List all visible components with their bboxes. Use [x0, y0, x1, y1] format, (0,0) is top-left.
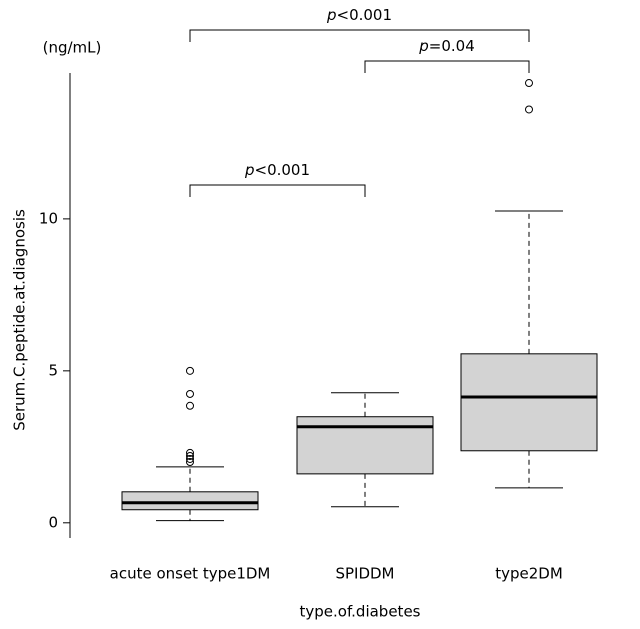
p-value-label: p=0.04 [418, 37, 475, 55]
bracket [189, 29, 530, 42]
outlier [525, 105, 533, 114]
x-tick-label: acute onset type1DM [110, 565, 271, 583]
outlier [186, 401, 194, 410]
y-tick-label: 5 [48, 361, 58, 379]
outlier [186, 451, 194, 460]
p-value-label: p<0.001 [244, 161, 310, 179]
outlier [186, 366, 194, 375]
x-tick-label: type2DM [495, 565, 563, 583]
outlier [186, 389, 194, 398]
outlier [186, 448, 194, 457]
bracket [364, 60, 530, 73]
box [460, 353, 598, 452]
outlier [186, 454, 194, 463]
unit-label: (ng/mL) [43, 39, 102, 57]
bracket [189, 184, 366, 197]
x-tick-label: SPIDDM [335, 565, 394, 583]
y-axis-label: Serum.C.peptide.at.diagnosis [11, 209, 29, 431]
x-axis-label: type.of.diabetes [300, 603, 421, 621]
box [121, 491, 259, 511]
outlier [186, 458, 194, 467]
outlier [525, 79, 533, 88]
y-tick-label: 10 [39, 209, 58, 227]
y-tick-label: 0 [48, 513, 58, 531]
p-value-label: p<0.001 [326, 6, 392, 24]
